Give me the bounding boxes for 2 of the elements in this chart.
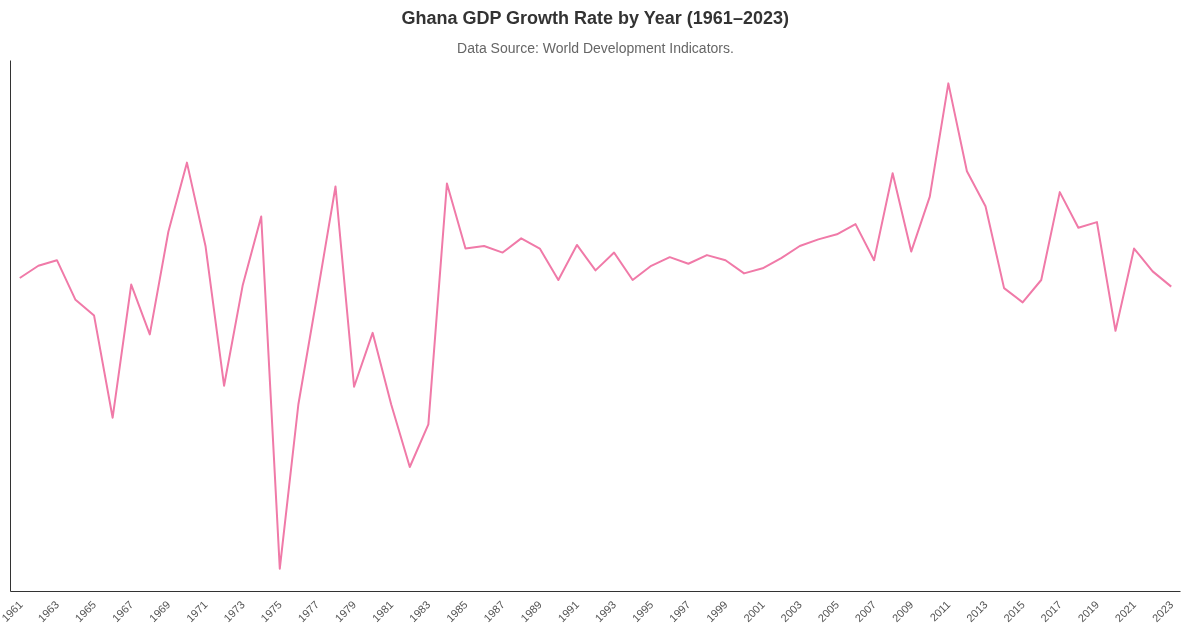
chart-subtitle: Data Source: World Development Indicators.	[457, 39, 734, 56]
chart-title: Ghana GDP Growth Rate by Year (1961–2023)	[401, 7, 789, 28]
